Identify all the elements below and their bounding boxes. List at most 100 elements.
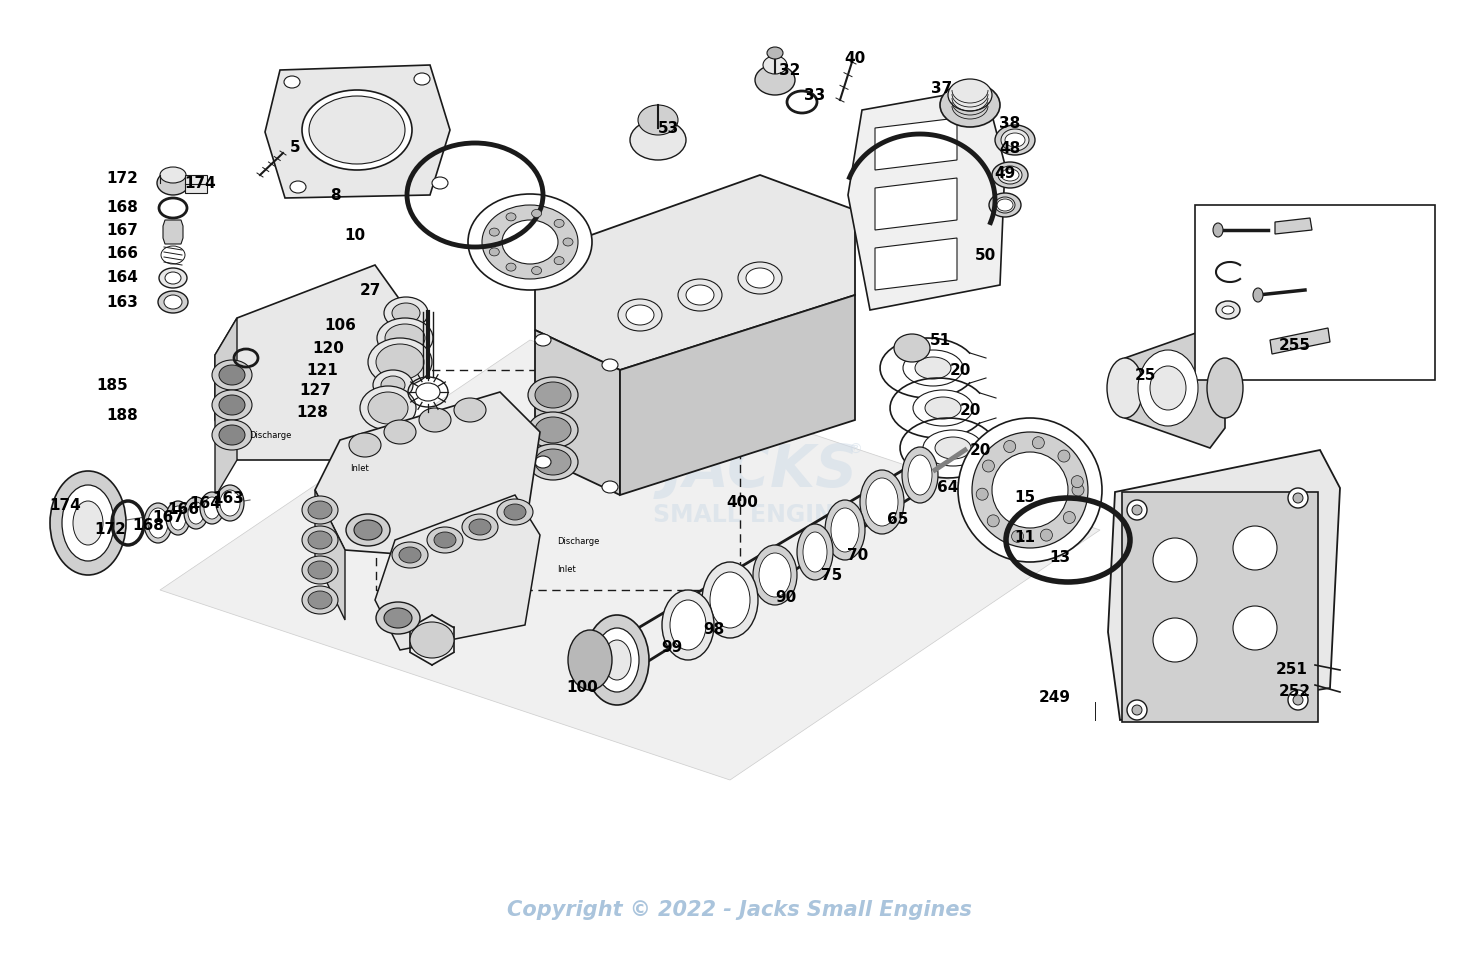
Text: 166: 166 xyxy=(167,503,200,517)
Text: 252: 252 xyxy=(1278,685,1311,699)
Text: 11: 11 xyxy=(1014,530,1036,544)
Ellipse shape xyxy=(50,471,126,575)
Ellipse shape xyxy=(302,90,412,170)
Polygon shape xyxy=(535,330,619,495)
Ellipse shape xyxy=(1132,505,1142,515)
Ellipse shape xyxy=(368,392,408,424)
Text: 25: 25 xyxy=(1134,368,1156,382)
Text: 40: 40 xyxy=(844,50,866,65)
Ellipse shape xyxy=(62,485,114,561)
Ellipse shape xyxy=(219,365,245,385)
Polygon shape xyxy=(1276,218,1312,234)
Ellipse shape xyxy=(158,291,188,313)
Ellipse shape xyxy=(157,171,189,195)
Ellipse shape xyxy=(307,561,333,579)
Ellipse shape xyxy=(1150,366,1185,410)
Ellipse shape xyxy=(554,220,565,227)
Text: 127: 127 xyxy=(299,382,331,398)
Text: Discharge: Discharge xyxy=(248,430,291,439)
Text: 120: 120 xyxy=(312,341,344,355)
Ellipse shape xyxy=(220,490,239,516)
Ellipse shape xyxy=(384,420,415,444)
Ellipse shape xyxy=(535,456,551,468)
Text: 20: 20 xyxy=(949,362,971,377)
Ellipse shape xyxy=(1216,301,1240,319)
Ellipse shape xyxy=(825,500,865,560)
Ellipse shape xyxy=(349,433,381,457)
Ellipse shape xyxy=(998,166,1021,184)
Ellipse shape xyxy=(797,524,834,580)
Ellipse shape xyxy=(307,531,333,549)
Ellipse shape xyxy=(585,615,649,705)
Text: 128: 128 xyxy=(296,404,328,420)
Ellipse shape xyxy=(216,485,244,521)
Polygon shape xyxy=(848,88,1005,310)
Ellipse shape xyxy=(309,96,405,164)
Ellipse shape xyxy=(284,76,300,88)
Ellipse shape xyxy=(361,386,415,430)
Ellipse shape xyxy=(1233,606,1277,650)
Ellipse shape xyxy=(903,350,964,386)
Ellipse shape xyxy=(1233,526,1277,570)
Text: 53: 53 xyxy=(658,120,678,136)
Polygon shape xyxy=(1108,450,1341,720)
Ellipse shape xyxy=(1138,350,1199,426)
Text: 38: 38 xyxy=(999,116,1021,131)
Ellipse shape xyxy=(1253,288,1264,302)
Text: 99: 99 xyxy=(661,640,683,656)
Text: SMALL ENGINES: SMALL ENGINES xyxy=(653,503,868,527)
Ellipse shape xyxy=(528,412,578,448)
Ellipse shape xyxy=(166,501,191,535)
Ellipse shape xyxy=(662,590,714,660)
Bar xyxy=(185,175,207,193)
Ellipse shape xyxy=(1041,529,1052,541)
Ellipse shape xyxy=(302,526,338,554)
Ellipse shape xyxy=(602,359,618,371)
Ellipse shape xyxy=(686,285,714,305)
Text: 174: 174 xyxy=(185,175,216,191)
Text: 121: 121 xyxy=(306,362,338,377)
Ellipse shape xyxy=(392,542,429,568)
Ellipse shape xyxy=(435,532,457,548)
Ellipse shape xyxy=(482,205,578,279)
Text: 167: 167 xyxy=(106,222,137,238)
Text: 174: 174 xyxy=(49,498,81,512)
Ellipse shape xyxy=(302,586,338,614)
Ellipse shape xyxy=(992,162,1029,188)
Ellipse shape xyxy=(1128,500,1147,520)
Polygon shape xyxy=(875,178,956,230)
Ellipse shape xyxy=(983,460,995,472)
Ellipse shape xyxy=(377,318,433,358)
Ellipse shape xyxy=(160,268,188,288)
Ellipse shape xyxy=(143,503,171,543)
Ellipse shape xyxy=(702,562,758,638)
Ellipse shape xyxy=(204,497,220,519)
Ellipse shape xyxy=(290,181,306,193)
Ellipse shape xyxy=(1222,306,1234,314)
Ellipse shape xyxy=(489,228,500,236)
Ellipse shape xyxy=(915,357,950,379)
Ellipse shape xyxy=(936,437,971,459)
Ellipse shape xyxy=(454,398,486,422)
Ellipse shape xyxy=(1072,484,1083,496)
Text: 10: 10 xyxy=(344,227,365,243)
Text: 15: 15 xyxy=(1014,489,1036,505)
Ellipse shape xyxy=(1213,223,1222,237)
Ellipse shape xyxy=(1001,129,1029,151)
Text: 100: 100 xyxy=(566,681,599,695)
Ellipse shape xyxy=(630,120,686,160)
Ellipse shape xyxy=(913,390,973,426)
Ellipse shape xyxy=(535,334,551,346)
Ellipse shape xyxy=(746,268,774,288)
Ellipse shape xyxy=(1058,450,1070,462)
Ellipse shape xyxy=(992,452,1069,528)
Text: Inlet: Inlet xyxy=(350,463,368,473)
Ellipse shape xyxy=(503,220,559,264)
Polygon shape xyxy=(619,295,854,495)
Ellipse shape xyxy=(1032,437,1045,449)
Ellipse shape xyxy=(1293,695,1304,705)
Ellipse shape xyxy=(463,514,498,540)
Polygon shape xyxy=(875,238,956,290)
Ellipse shape xyxy=(384,324,426,352)
Text: Inlet: Inlet xyxy=(557,565,576,575)
